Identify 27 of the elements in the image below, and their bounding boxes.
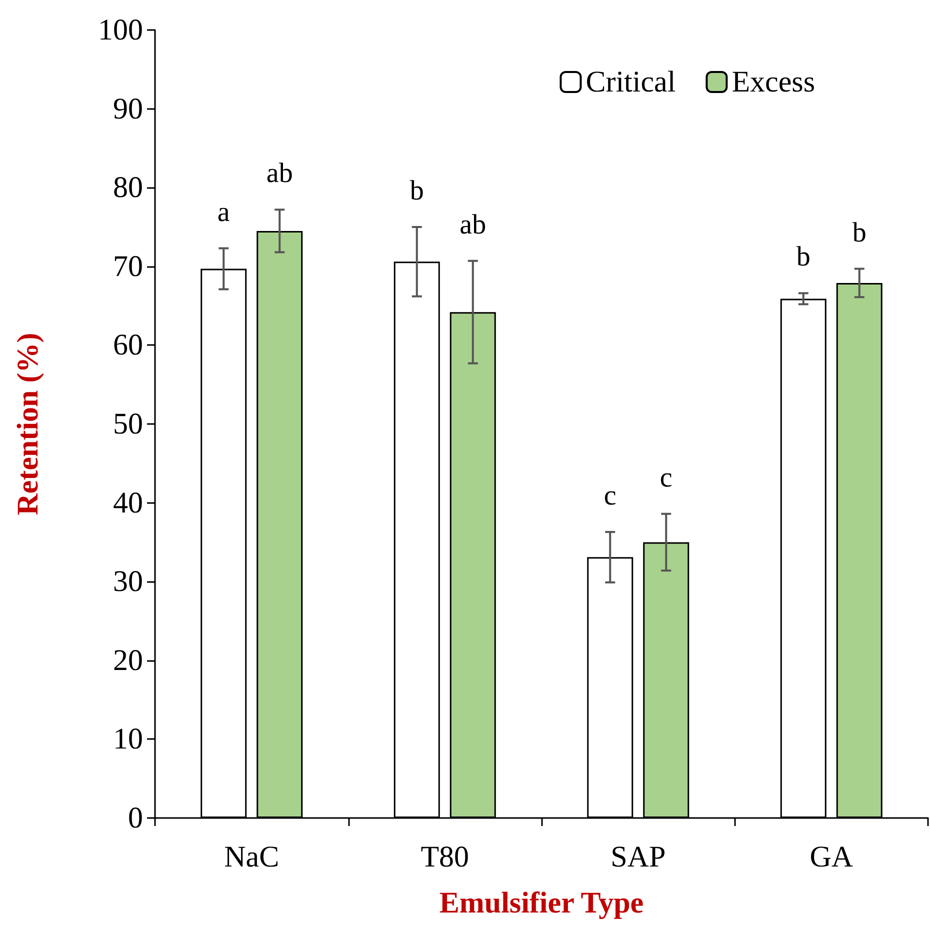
y-tick-label: 90 xyxy=(113,92,143,126)
y-tick-label: 10 xyxy=(113,722,143,756)
y-tick-label: 40 xyxy=(113,486,143,520)
y-tick-label: 80 xyxy=(113,171,143,204)
data-label: b xyxy=(796,242,810,273)
legend-label: Excess xyxy=(732,66,816,98)
y-tick-label: 20 xyxy=(113,644,143,677)
data-label: ab xyxy=(460,209,486,240)
y-tick-label: 70 xyxy=(113,250,143,283)
x-tick-label: T80 xyxy=(420,840,470,874)
x-axis-title: Emulsifier Type xyxy=(439,886,644,920)
y-tick-label: 100 xyxy=(98,14,143,46)
y-tick-label: 50 xyxy=(113,408,143,440)
data-label: ab xyxy=(266,158,293,190)
x-tick-label: NaC xyxy=(224,840,280,874)
data-label: b xyxy=(410,176,424,206)
data-label: b xyxy=(852,217,866,248)
y-axis-title: Retention (%) xyxy=(12,332,44,516)
data-label: a xyxy=(217,196,230,228)
data-label: c xyxy=(660,462,672,494)
y-tick-label: 30 xyxy=(113,565,143,598)
x-tick-label: SAP xyxy=(610,840,666,874)
y-tick-label: 0 xyxy=(128,802,143,834)
data-label: c xyxy=(604,480,616,512)
y-tick-label: 60 xyxy=(113,328,143,362)
x-tick-label: GA xyxy=(810,840,854,874)
legend-label: Critical xyxy=(586,66,676,98)
